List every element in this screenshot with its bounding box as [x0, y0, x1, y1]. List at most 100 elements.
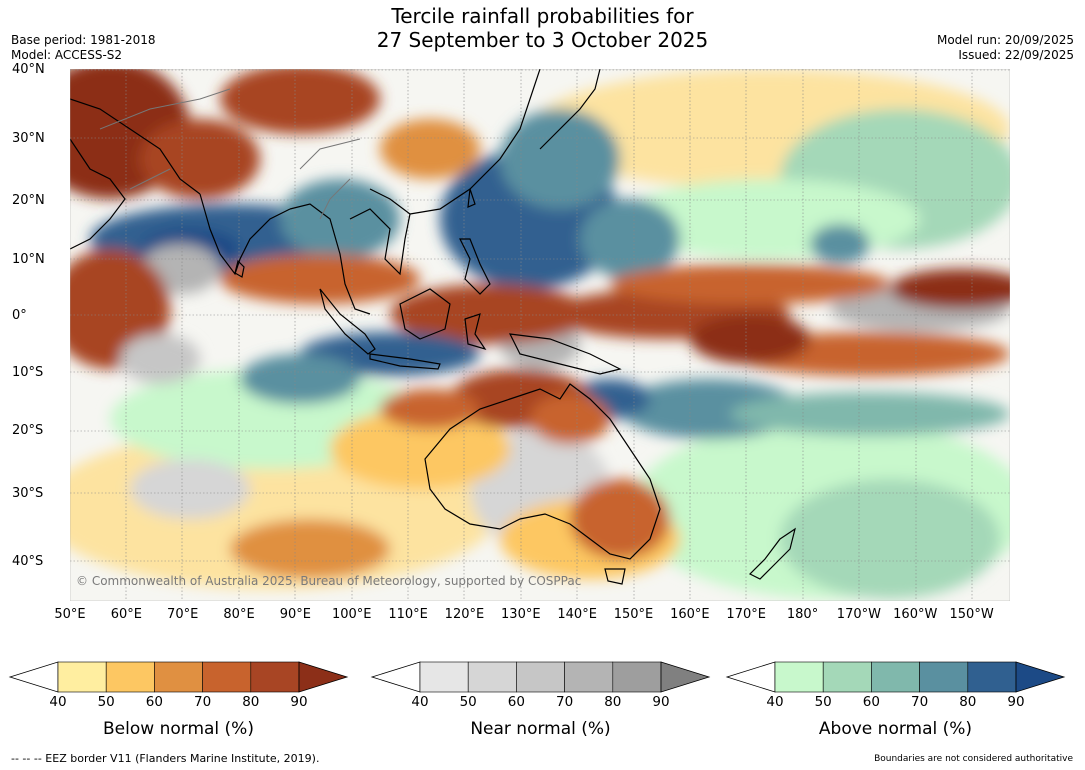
longitude-label: 50°E	[54, 607, 86, 622]
rainfall-map: © Commonwealth of Australia 2025, Bureau…	[70, 69, 1010, 601]
colorbar-above-normal	[725, 661, 1066, 693]
longitude-label: 120°E	[444, 607, 485, 622]
colorbar-title: Below normal (%)	[103, 719, 254, 739]
latitude-label: 40°N	[12, 62, 45, 77]
colorbar-tick-label: 90	[290, 694, 308, 710]
eez-border-north	[99, 88, 361, 190]
title-line-2: 27 September to 3 October 2025	[376, 28, 709, 52]
colorbar-min-extension	[370, 661, 421, 693]
eez-borders	[99, 88, 361, 220]
colorbar-near-normal	[370, 661, 711, 693]
coast-tasmania	[604, 568, 626, 585]
colorbar-segment	[105, 661, 155, 693]
coastlines	[70, 69, 796, 585]
colorbar-tick-label: 70	[911, 694, 929, 710]
latitude-label: 10°N	[12, 252, 45, 267]
boundaries-disclaimer: Boundaries are not considered authoritat…	[874, 754, 1073, 764]
colorbar-tick-label: 80	[242, 694, 260, 710]
colorbar-segment	[516, 661, 565, 693]
coast-china	[409, 69, 541, 215]
coast-sumatra	[319, 288, 376, 355]
colorbar-tick-label: 50	[814, 694, 832, 710]
colorbar-segment	[871, 661, 920, 693]
colorbar-title: Near normal (%)	[470, 719, 611, 739]
longitude-label: 110°E	[388, 607, 428, 622]
colorbar-tick-label: 60	[507, 694, 525, 710]
longitude-label: 170°W	[836, 607, 881, 622]
colorbar-tick-label: 40	[766, 694, 784, 710]
probability-field	[70, 69, 1010, 599]
colorbar-tick-label: 40	[411, 694, 429, 710]
latitude-label: 30°S	[12, 486, 44, 501]
longitude-label: 160°E	[670, 607, 710, 622]
colorbar-segment	[57, 661, 107, 693]
colorbar-segment	[774, 661, 824, 693]
longitude-label: 150°E	[613, 607, 654, 622]
colorbar-min-extension	[725, 661, 776, 693]
colorbar-max-extension	[1015, 661, 1066, 693]
colorbar-segment	[919, 661, 969, 693]
coast-new-guinea	[508, 333, 622, 375]
coast-sulawesi	[464, 313, 487, 351]
longitude-label: 90°E	[279, 607, 312, 622]
colorbar-tick-label: 70	[194, 694, 212, 710]
colorbar-tick-label: 90	[652, 694, 670, 710]
longitude-label: 130°E	[501, 607, 541, 622]
coast-asia-west	[70, 98, 201, 195]
colorbar-tick-label: 50	[459, 694, 477, 710]
coast-australia	[424, 383, 661, 560]
colorbars	[8, 661, 1066, 693]
coast-new-zealand	[748, 527, 796, 580]
coast-borneo	[399, 288, 451, 340]
colorbar-title: Above normal (%)	[818, 719, 973, 739]
longitude-label: 150°W	[949, 607, 994, 622]
eez-border-indochina	[319, 178, 351, 220]
latitude-label: 40°S	[12, 554, 44, 569]
colorbar-tick-label: 40	[49, 694, 67, 710]
colorbar-max-extension	[298, 661, 349, 693]
colorbar-tick-label: 70	[556, 694, 574, 710]
model-run: Model run: 20/09/2025	[936, 33, 1074, 47]
colorbar-segment	[822, 661, 872, 693]
colorbar-tick-label: 80	[959, 694, 977, 710]
meta-right: Model run: 20/09/2025 Issued: 22/09/2025	[937, 33, 1074, 63]
colorbar-segment	[154, 661, 203, 693]
latitude-label: 30°N	[12, 131, 45, 146]
colorbar-below-normal	[8, 661, 349, 693]
colorbar-segment	[967, 661, 1017, 693]
colorbar-segment	[202, 661, 252, 693]
colorbar-segment	[564, 661, 614, 693]
longitude-label: 140°E	[557, 607, 597, 622]
colorbar-segment	[419, 661, 469, 693]
colorbar-tick-label: 80	[604, 694, 622, 710]
colorbar-segment	[250, 661, 300, 693]
longitude-label: 60°E	[110, 607, 142, 622]
coast-java	[369, 353, 441, 370]
issued-date: Issued: 22/09/2025	[958, 48, 1074, 62]
base-period: Base period: 1981-2018	[11, 33, 156, 47]
meta-left: Base period: 1981-2018 Model: ACCESS-S2	[11, 33, 156, 63]
map-title: Tercile rainfall probabilities for 27 Se…	[0, 4, 1085, 52]
longitude-label: 170°E	[726, 607, 766, 622]
colorbar-min-extension	[8, 661, 59, 693]
longitude-label: 70°E	[167, 607, 199, 622]
colorbar-tick-label: 90	[1007, 694, 1025, 710]
coast-philippines	[459, 238, 491, 295]
eez-border-note: -- -- -- EEZ border V11 (Flanders Marine…	[11, 752, 320, 765]
title-line-1: Tercile rainfall probabilities for	[391, 4, 694, 28]
latitude-label: 0°	[12, 308, 27, 323]
coast-arabia	[70, 138, 126, 250]
copyright-notice: © Commonwealth of Australia 2025, Bureau…	[76, 574, 581, 588]
colorbar-tick-label: 60	[145, 694, 163, 710]
longitude-label: 100°E	[331, 607, 372, 622]
colorbar-max-extension	[660, 661, 711, 693]
colorbar-tick-label: 50	[97, 694, 115, 710]
longitude-label: 80°E	[223, 607, 255, 622]
colorbar-tick-label: 60	[862, 694, 880, 710]
longitude-label: 180°	[786, 607, 819, 622]
coast-taiwan	[467, 188, 476, 208]
coast-sri-lanka	[234, 259, 245, 278]
coast-indochina	[289, 188, 411, 315]
model-name: Model: ACCESS-S2	[11, 48, 123, 62]
longitude-label: 160°W	[893, 607, 938, 622]
